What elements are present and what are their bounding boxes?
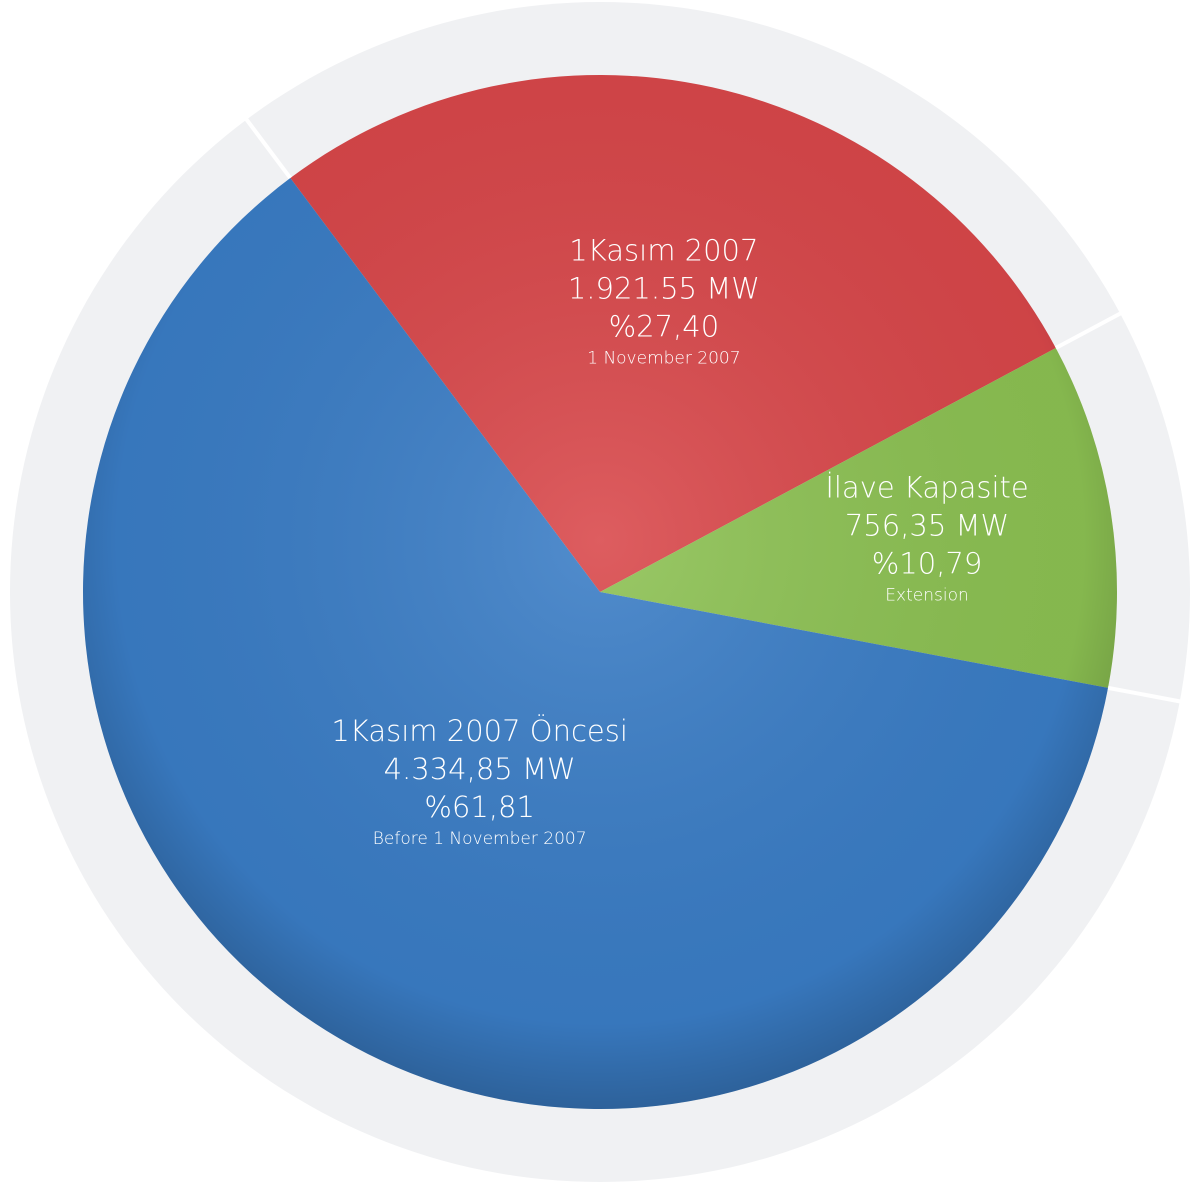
slice-label: İlave Kapasite (825, 471, 1028, 505)
capacity-label: 756,35 MW (845, 509, 1009, 543)
slice-subtitle: 1 November 2007 (587, 348, 740, 368)
ring-separator (1107, 685, 1183, 704)
value-label: %61,81 (424, 790, 535, 824)
value-label: %10,79 (872, 547, 983, 581)
slice-subtitle: Extension (885, 586, 968, 606)
slice-subtitle: Before 1 November 2007 (373, 829, 587, 849)
labels: 1Kasım 2007 1.921.55 MW %27,40 1 November 2… (331, 233, 1028, 849)
capacity-label: 1.921.55 MW (568, 271, 760, 305)
value-label: %27,40 (609, 309, 720, 343)
slice-label: 1Kasım 2007 Öncesi (331, 714, 628, 748)
capacity-label: 4.334,85 MW (384, 752, 576, 786)
slice-label: 1Kasım 2007 (569, 233, 758, 267)
